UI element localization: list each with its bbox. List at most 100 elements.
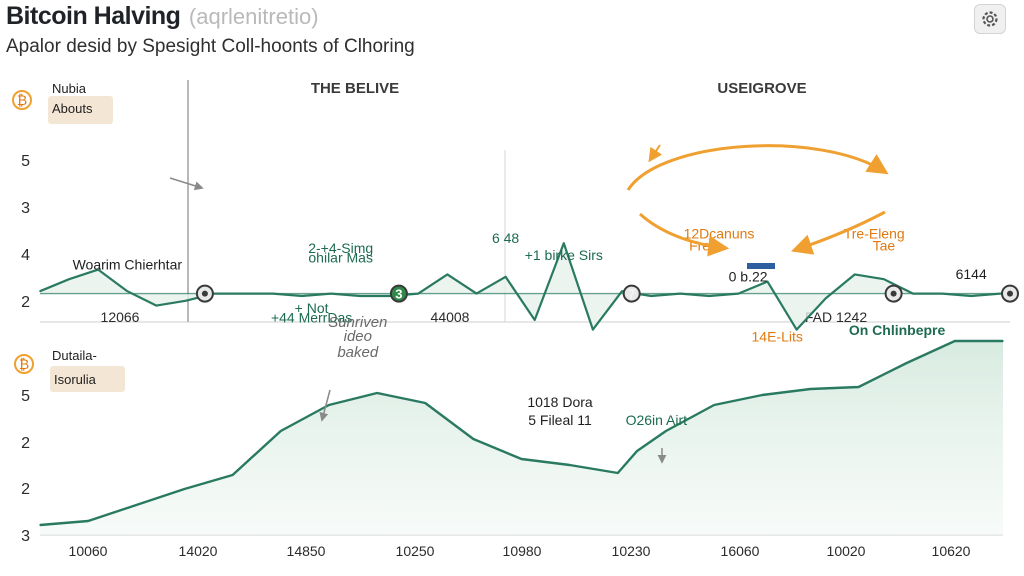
panel1-annotation: Tae <box>873 237 896 253</box>
panel1-arrow-small <box>648 144 663 163</box>
panel1-marker-label: 7 <box>628 287 635 302</box>
panel1-data-point <box>504 276 507 278</box>
panel2-y-tick: 5 <box>21 388 30 405</box>
panel2-annotation: 1018 Dora <box>527 394 593 410</box>
chart-title-paren: (aqrlenitretio) <box>188 4 319 29</box>
panel2-data-point <box>905 362 908 364</box>
panel1-data-point <box>39 290 41 293</box>
panel2-data-point <box>376 392 378 394</box>
panel1-data-point <box>650 295 652 297</box>
chart-title: Bitcoin Halving <box>6 2 181 30</box>
panel2-data-point <box>809 388 812 390</box>
panel2-data-point <box>87 520 89 522</box>
panel2-data-point <box>424 402 427 404</box>
panel2-x-tick: 14020 <box>179 543 218 559</box>
panel1-section-label: USEIGROVE <box>717 80 806 97</box>
bitcoin-icon-ring <box>14 354 34 374</box>
panel1-data-point <box>388 295 391 297</box>
panel1-arrow-gray <box>169 177 204 191</box>
panel1-annotation: 6 48 <box>492 230 519 246</box>
panel1-annotation: +44 MerrDas <box>271 309 352 325</box>
panel1-annotation: 2-+4-Simg <box>308 240 373 256</box>
panel1-data-point <box>824 297 827 300</box>
panel1-data-point <box>679 292 681 295</box>
panel1-data-point <box>795 328 798 331</box>
panel1-data-point <box>359 295 361 297</box>
panel2-area <box>40 341 1003 535</box>
panel2-data-point <box>39 524 41 526</box>
panel1-data-point <box>184 300 187 302</box>
panel2-data-point <box>183 488 186 490</box>
panel1-marker-core <box>1007 290 1013 297</box>
panel1-annotation: + Not <box>295 300 329 316</box>
panel1-data-point <box>272 292 274 295</box>
panel2-y-tick: 3 <box>21 528 30 545</box>
panel2-legend-label: Dutaila- <box>52 348 97 363</box>
panel2-data-point <box>135 504 138 506</box>
panel1-data-point <box>330 292 332 295</box>
panel1-y-tick: 3 <box>21 200 30 217</box>
panel2-series-line <box>39 339 1003 527</box>
panel2-x-tick: 16060 <box>721 543 760 559</box>
panel1-data-point <box>533 319 536 321</box>
panel2-legend-label: Isorulia <box>54 372 97 387</box>
panel1-annotation: 6144 <box>956 266 987 282</box>
panel2-x-tick: 10020 <box>827 543 866 559</box>
panel2-annotation: O26in Airt <box>626 412 688 428</box>
panel2-y-tick: 2 <box>21 435 30 452</box>
panel1-annotation: 14E-Lits <box>752 329 803 345</box>
panel1-data-point <box>563 242 565 244</box>
panel1-data-point <box>592 328 594 331</box>
panel2-y-tick: 2 <box>21 481 30 498</box>
panel1-data-point <box>621 290 623 293</box>
chart-title-row: Bitcoin Halving (aqrlenitretio) <box>6 2 319 34</box>
panel2-data-point <box>472 438 475 440</box>
panel2-annotation: ideo <box>344 328 372 345</box>
panel1-data-point <box>883 278 885 281</box>
panel1-data-point <box>766 280 769 283</box>
panel1-x-tick: 44008 <box>431 309 470 325</box>
panel1-data-point <box>970 295 972 297</box>
panel2-x-tick: 10980 <box>503 543 542 559</box>
panel1-data-point <box>475 292 478 295</box>
panel2-arrow-gray <box>319 389 331 422</box>
panel1-annotation: Woarim Chierhtar <box>73 257 183 273</box>
panel1-arrow-left <box>638 212 730 257</box>
panel1-legend-box <box>48 96 113 124</box>
chart-subtitle: Apalor desid by Spesight Coll-hoonts of … <box>6 36 415 57</box>
panel1-data-point <box>301 295 303 297</box>
panel1-marker-dot <box>389 284 408 303</box>
panel1-data-point <box>446 273 449 276</box>
panel1-marker: 3 <box>389 284 408 303</box>
panel2-data-point <box>954 340 956 342</box>
panel2-data-point <box>857 386 860 388</box>
panel1-x-tick: FAD 1242 <box>805 309 867 325</box>
panel1-data-point <box>854 273 856 276</box>
panel1-annotation: ohilar Mas <box>308 249 373 265</box>
panel1-arrow-top <box>626 144 889 191</box>
panel1-data-point <box>417 292 420 295</box>
panel2-annotation: Sunriven <box>328 314 387 331</box>
gear-icon <box>982 11 998 27</box>
panel2-x-tick: 10250 <box>396 543 435 559</box>
panel2-annotation: On Chlinbepre <box>849 322 946 338</box>
panel2-data-point <box>617 472 619 474</box>
panel1-data-point <box>737 292 740 295</box>
panel2-data-point <box>636 450 638 452</box>
panel1-section-label: THE BELIVE <box>311 80 399 97</box>
panel1-y-tick: 2 <box>21 294 30 311</box>
panel1-arrow-right <box>791 210 886 255</box>
panel2-data-point <box>328 404 330 406</box>
panel1-marker <box>1001 284 1019 303</box>
panel2-data-point <box>231 474 234 476</box>
panel1-marker: 7 <box>622 284 641 303</box>
panel1-annotation: Tre-Eleng <box>844 225 905 241</box>
panel2-x-tick: 10060 <box>69 543 108 559</box>
panel1-data-point <box>126 290 129 293</box>
panel1-marker <box>195 284 214 303</box>
panel2-x-tick: 10230 <box>612 543 651 559</box>
bitcoin-icon-ring <box>12 90 32 110</box>
panel2-data-point <box>279 430 282 432</box>
settings-button[interactable] <box>974 4 1006 34</box>
panel2-x-tick: 10620 <box>932 543 971 559</box>
